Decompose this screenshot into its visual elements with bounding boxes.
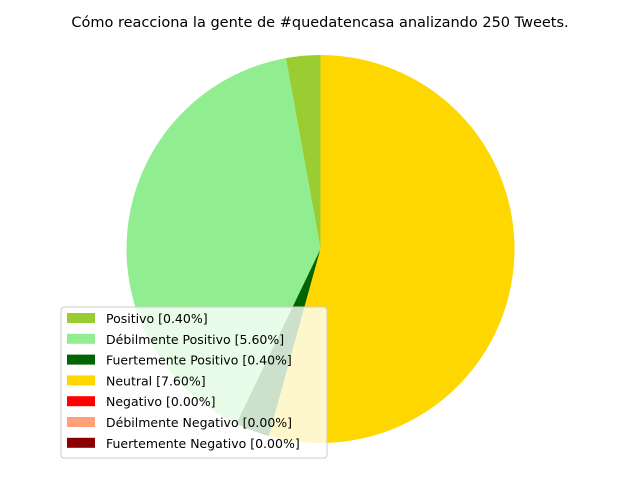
legend-label-3: Neutral [7.60%] <box>106 373 206 388</box>
chart-title: Cómo reacciona la gente de #quedatencasa… <box>71 15 568 31</box>
pie-slice-3 <box>268 55 515 444</box>
legend-box <box>60 306 328 459</box>
legend-label-1: Débilmente Positivo [5.60%] <box>106 332 284 347</box>
legend-swatch-2 <box>67 354 95 365</box>
pie-slice-0 <box>285 55 321 249</box>
legend-label-4: Negativo [0.00%] <box>106 394 216 409</box>
legend-swatch-1 <box>67 333 95 344</box>
legend-label-2: Fuertemente Positivo [0.40%] <box>106 353 292 368</box>
legend-label-6: Fuertemente Negativo [0.00%] <box>106 436 300 451</box>
legend-label-5: Débilmente Negativo [0.00%] <box>106 415 292 430</box>
legend-swatch-3 <box>67 375 95 386</box>
legend-swatch-0 <box>67 313 95 323</box>
legend-swatch-5 <box>67 417 95 427</box>
legend-label-0: Positivo [0.40%] <box>106 311 208 326</box>
legend-swatch-6 <box>67 437 95 448</box>
legend: Positivo [0.40%] Débilmente Positivo [5.6… <box>60 306 328 459</box>
legend-swatch-4 <box>67 396 95 407</box>
